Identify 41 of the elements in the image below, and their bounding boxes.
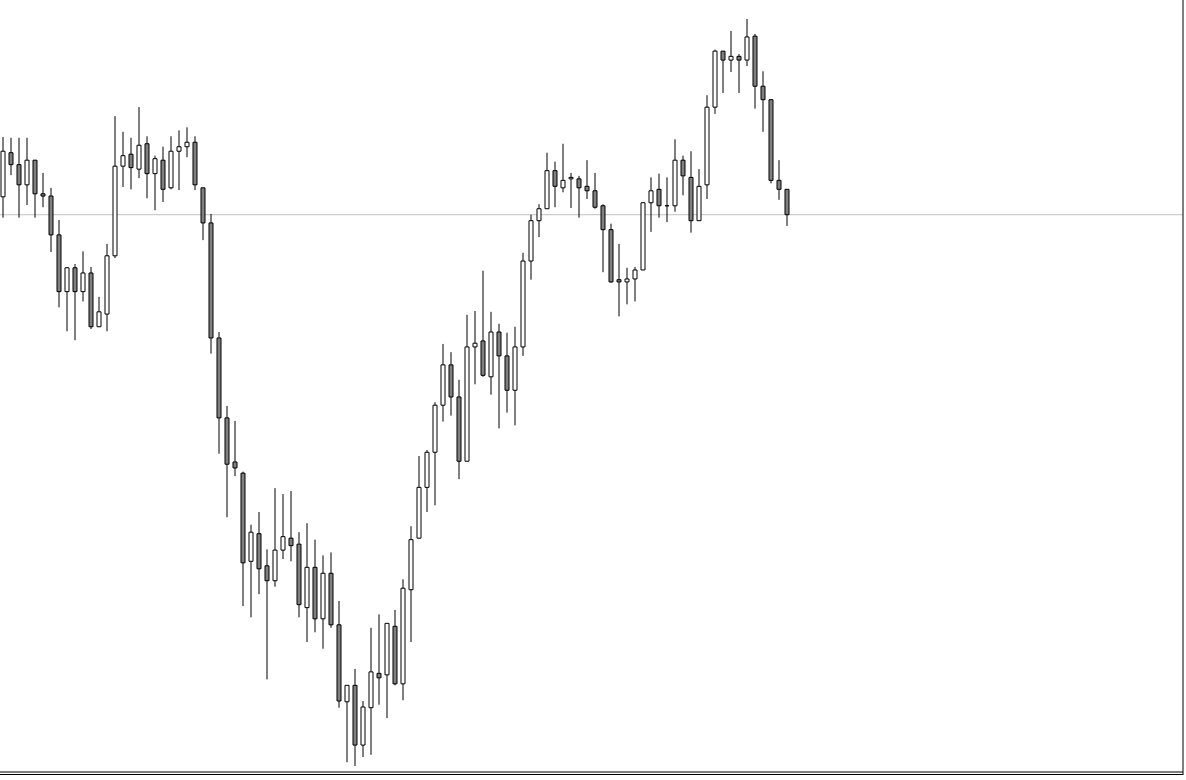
candlestick [472,310,478,385]
candlestick [136,106,142,179]
candlestick [744,18,750,67]
candlestick [80,250,86,302]
candlestick [568,172,574,209]
candlestick [680,155,686,196]
candlestick [584,159,590,200]
candlestick [72,263,78,341]
candlestick [776,159,782,201]
candlestick [376,613,382,706]
candlestick [8,137,14,176]
candlestick [728,30,734,73]
candlestick [128,137,134,190]
candlestick [184,126,190,158]
candlestick [592,172,598,210]
candlestick [152,155,158,211]
candlestick [96,296,102,328]
candlestick [16,137,22,219]
candlestick [64,267,70,332]
candlestick [624,267,630,305]
candlestick [232,420,238,477]
candlestick [120,131,126,188]
candlestick [560,143,566,193]
candlestick [40,172,46,208]
candlestick [344,684,350,763]
candlestick [536,203,542,238]
candlestick [552,161,558,208]
candlestick [656,173,662,219]
candlestick [616,243,622,317]
candlestick [720,50,726,94]
candlestick [176,129,182,191]
candlestick [280,493,286,560]
candlestick [496,323,502,429]
candlestick [264,548,270,680]
candlestick [760,70,766,133]
candlestick [576,175,582,219]
candlestick [736,53,742,94]
candlestick [288,490,294,562]
candlestick [648,176,654,233]
candlestick [632,266,638,302]
candlestick [600,203,606,273]
